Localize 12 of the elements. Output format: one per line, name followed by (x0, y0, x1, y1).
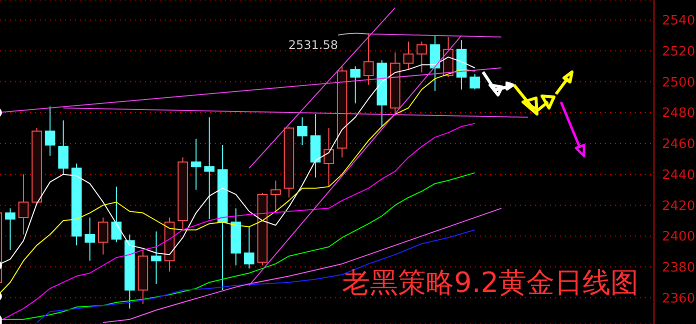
y-tick-label: 2540 (662, 14, 696, 29)
y-tick-label: 2400 (662, 230, 696, 245)
annotation: 2531.58 (288, 38, 338, 52)
y-tick-label: 2380 (662, 260, 696, 276)
y-tick-label: 2520 (662, 44, 696, 60)
y-tick-label: 2500 (662, 75, 696, 90)
y-tick-label: 2460 (662, 137, 696, 152)
y-tick-label: 2480 (662, 106, 696, 122)
y-tick-label: 2440 (662, 168, 696, 183)
y-tick-label: 2360 (662, 291, 696, 306)
y-tick-label: 2420 (662, 198, 696, 214)
text: 老黑策略9.2黄金日线图 (342, 265, 639, 301)
